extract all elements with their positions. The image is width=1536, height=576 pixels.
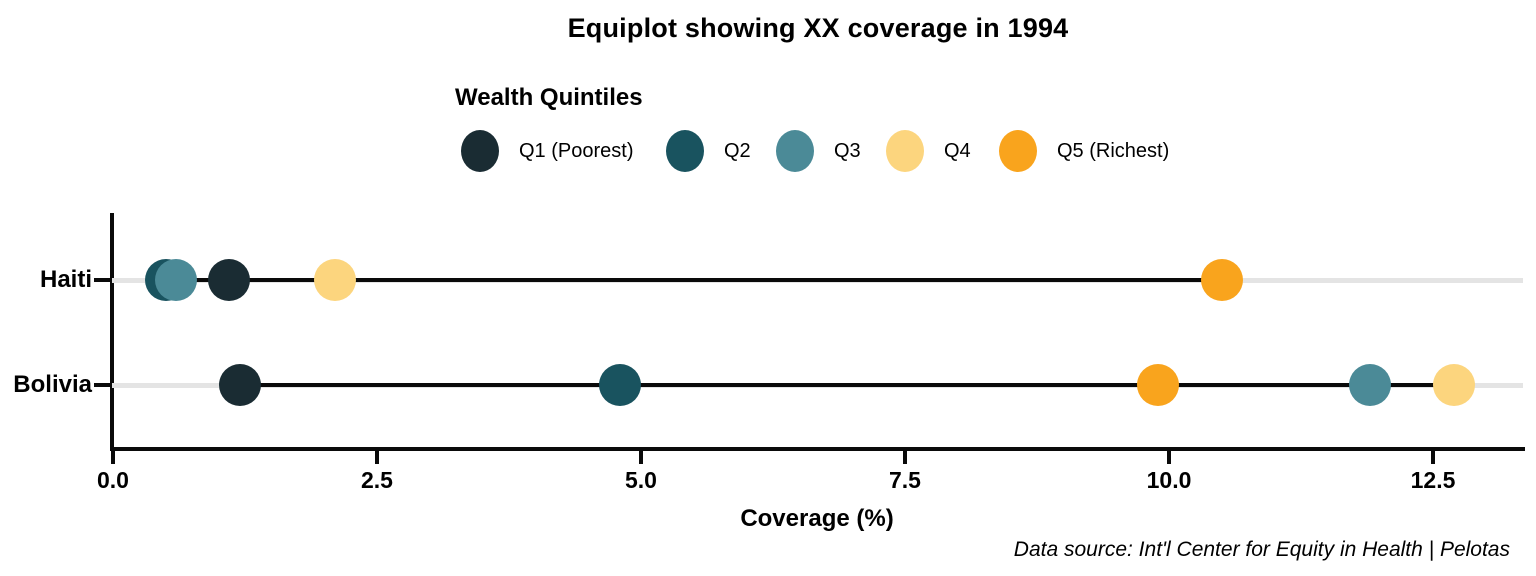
- dot-haiti-q4: [313, 259, 356, 301]
- q2-legend-dot-icon: [666, 130, 704, 172]
- dot-haiti-q1: [208, 259, 251, 301]
- legend-item-label: Q5 (Richest): [1057, 139, 1170, 162]
- category-label: Bolivia: [13, 371, 92, 398]
- y-axis-line: [110, 213, 114, 451]
- x-tick-mark: [1167, 451, 1171, 464]
- q5-legend-dot-icon: [999, 130, 1037, 172]
- dot-bolivia-q1: [218, 364, 261, 406]
- dot-bolivia-q2: [598, 364, 641, 406]
- legend-item-q2: Q2: [666, 129, 751, 173]
- legend-title: Wealth Quintiles: [455, 84, 643, 111]
- range-line: [165, 278, 1222, 282]
- legend: Q1 (Poorest) Q2 Q3 Q4 Q5 (Richest): [0, 129, 1536, 173]
- q3-legend-dot-icon: [776, 130, 814, 172]
- x-tick-label: 7.5: [889, 467, 921, 493]
- dot-bolivia-q3: [1348, 364, 1391, 406]
- x-tick-label: 12.5: [1410, 467, 1456, 493]
- legend-item-q3: Q3: [776, 129, 861, 173]
- dot-haiti-q5: [1200, 259, 1243, 301]
- range-line: [239, 383, 1455, 387]
- y-tick-mark: [94, 278, 110, 282]
- x-tick-label: 0.0: [97, 467, 129, 493]
- x-tick-label: 5.0: [625, 467, 657, 493]
- x-tick-mark: [111, 451, 115, 464]
- legend-item-label: Q4: [944, 139, 971, 162]
- x-tick-mark: [1431, 451, 1435, 464]
- legend-item-label: Q2: [724, 139, 751, 162]
- dot-bolivia-q5: [1137, 364, 1180, 406]
- y-tick-mark: [94, 383, 110, 387]
- x-tick-mark: [903, 451, 907, 464]
- dot-haiti-q3: [155, 259, 198, 301]
- dot-bolivia-q4: [1433, 364, 1476, 406]
- legend-item-q5: Q5 (Richest): [999, 129, 1169, 173]
- data-source-note: Data source: Int'l Center for Equity in …: [1013, 538, 1510, 561]
- x-axis-title: Coverage (%): [740, 505, 894, 532]
- x-tick-label: 10.0: [1146, 467, 1192, 493]
- category-label: Haiti: [39, 266, 92, 293]
- q4-legend-dot-icon: [886, 130, 924, 172]
- x-axis-line: [110, 447, 1525, 451]
- chart-title: Equiplot showing XX coverage in 1994: [567, 13, 1069, 43]
- legend-item-label: Q3: [834, 139, 861, 162]
- legend-item-q4: Q4: [886, 129, 971, 173]
- legend-item-q1: Q1 (Poorest): [461, 129, 633, 173]
- x-tick-mark: [639, 451, 643, 464]
- q1-legend-dot-icon: [461, 130, 499, 172]
- legend-item-label: Q1 (Poorest): [519, 139, 634, 162]
- x-tick-label: 2.5: [361, 467, 393, 493]
- x-tick-mark: [375, 451, 379, 464]
